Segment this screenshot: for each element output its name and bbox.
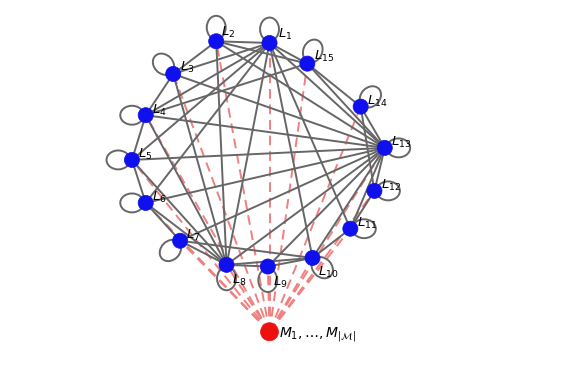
Circle shape [300, 56, 315, 71]
Text: $L_{12}$: $L_{12}$ [381, 178, 401, 193]
Text: $L_{4}$: $L_{4}$ [152, 103, 166, 118]
Circle shape [138, 108, 153, 123]
Text: $L_{9}$: $L_{9}$ [273, 275, 288, 290]
Text: $L_{7}$: $L_{7}$ [186, 228, 201, 243]
Text: $L_{15}$: $L_{15}$ [314, 49, 334, 64]
Text: $L_{13}$: $L_{13}$ [391, 135, 412, 150]
Text: $L_{3}$: $L_{3}$ [180, 60, 194, 75]
Circle shape [262, 35, 277, 50]
Circle shape [138, 195, 153, 210]
Circle shape [260, 259, 275, 274]
Circle shape [305, 250, 320, 265]
Text: $L_{10}$: $L_{10}$ [317, 265, 338, 280]
Text: $L_{2}$: $L_{2}$ [221, 25, 235, 40]
Circle shape [343, 221, 358, 236]
Circle shape [173, 233, 188, 248]
Text: $L_{8}$: $L_{8}$ [231, 273, 246, 288]
Text: $L_{1}$: $L_{1}$ [278, 27, 292, 42]
Circle shape [124, 152, 140, 167]
Text: $L_{11}$: $L_{11}$ [357, 216, 377, 231]
Circle shape [209, 34, 224, 49]
Circle shape [367, 183, 382, 198]
Circle shape [219, 257, 234, 272]
Circle shape [260, 323, 279, 341]
Circle shape [166, 66, 181, 81]
Circle shape [353, 99, 368, 114]
Text: $L_{6}$: $L_{6}$ [152, 190, 166, 205]
Circle shape [377, 140, 392, 155]
Text: $M_1, \ldots, M_{|\mathcal{M}|}$: $M_1, \ldots, M_{|\mathcal{M}|}$ [279, 325, 356, 344]
Text: $L_{14}$: $L_{14}$ [367, 94, 388, 109]
Text: $L_{5}$: $L_{5}$ [138, 147, 153, 162]
